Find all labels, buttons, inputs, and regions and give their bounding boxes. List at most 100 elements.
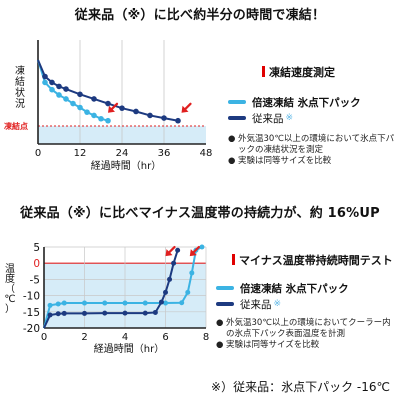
legend-star-mark: ※ bbox=[273, 299, 282, 309]
notes-freezing-speed: ● 外気温30℃以上の環境において氷点下パックの凍結状況を測定 ● 実験は同等サイズ… bbox=[228, 134, 398, 167]
data-point bbox=[47, 312, 53, 318]
data-point bbox=[175, 247, 181, 253]
arrow-head bbox=[108, 105, 115, 113]
data-point bbox=[77, 104, 83, 111]
data-point bbox=[158, 299, 164, 305]
axis-label-char: 結 bbox=[15, 75, 25, 88]
axis-label-char: 度 bbox=[5, 272, 15, 285]
axis-label-char: 状 bbox=[15, 86, 25, 99]
legend-swatch-fast bbox=[228, 100, 246, 104]
data-point bbox=[102, 300, 108, 306]
x-tick-label: 6 bbox=[162, 332, 168, 343]
note-text: 外気温30℃以上の環境において氷点下パックの凍結状況を測定 bbox=[238, 134, 395, 155]
series-conventional bbox=[43, 247, 181, 329]
y-tick-label: 0 bbox=[33, 258, 40, 270]
axis-label-char: 温 bbox=[5, 263, 15, 275]
legend-label-conventional: 従来品 bbox=[252, 112, 284, 125]
x-tick-label: 36 bbox=[158, 148, 171, 159]
x-axis-title: 経過時間（hr） bbox=[94, 342, 164, 355]
x-tick-label: 12 bbox=[74, 148, 87, 159]
data-point bbox=[55, 311, 61, 317]
arrow-head bbox=[165, 249, 173, 257]
data-point bbox=[49, 86, 55, 93]
y-axis-title: 凍結状況 bbox=[15, 64, 25, 110]
x-tick-label: 2 bbox=[81, 332, 87, 343]
note-text: 外気温30℃以上の環境においてクーラー内の氷点下パック表面温度を計測 bbox=[226, 318, 391, 339]
arrow-head bbox=[181, 105, 189, 113]
note-bullet: ● bbox=[216, 340, 224, 350]
note-item: ● 外気温30℃以上の環境において氷点下パックの凍結状況を測定 bbox=[228, 134, 398, 156]
freezing-point-label: 凍結点 bbox=[4, 121, 28, 131]
series-fast bbox=[43, 244, 205, 329]
data-point bbox=[42, 73, 48, 80]
data-point bbox=[105, 117, 111, 124]
legend-label-fast: 倍速凍結 氷点下パック bbox=[240, 282, 349, 295]
data-point bbox=[56, 83, 62, 90]
note-item: ● 実験は同等サイズを比較 bbox=[216, 340, 398, 351]
data-point bbox=[179, 300, 185, 306]
axis-label-char: ） bbox=[5, 303, 15, 315]
data-point bbox=[49, 79, 55, 86]
data-point bbox=[91, 112, 97, 119]
legend-swatch-conventional bbox=[228, 116, 246, 120]
data-point bbox=[102, 310, 108, 316]
x-tick-label: 24 bbox=[116, 148, 129, 159]
arrow-head bbox=[189, 249, 197, 257]
panel-title-text: マイナス温度帯持続時間テスト bbox=[239, 254, 393, 267]
y-axis-title: 温度（℃） bbox=[4, 263, 15, 315]
data-point bbox=[84, 109, 90, 115]
data-point bbox=[171, 260, 177, 266]
legend-duration: 倍速凍結 氷点下パック 従来品 ※ bbox=[216, 280, 349, 312]
panel-title-freezing-speed: 凍結速度測定 bbox=[262, 64, 335, 80]
data-point bbox=[119, 105, 125, 111]
panel-title-duration: マイナス温度帯持続時間テスト bbox=[232, 252, 393, 268]
headline-freezing-speed: 従来品（※）に比べ約半分の時間で凍結！ bbox=[74, 8, 326, 23]
data-point bbox=[70, 100, 76, 107]
data-point bbox=[122, 300, 128, 306]
note-item: ● 外気温30℃以上の環境においてクーラー内の氷点下パック表面温度を計測 bbox=[216, 318, 398, 340]
series-fast bbox=[37, 59, 111, 124]
data-point bbox=[152, 309, 158, 315]
data-point bbox=[142, 310, 148, 316]
data-point bbox=[61, 300, 67, 306]
y-tick-label: 5 bbox=[33, 242, 40, 254]
note-bullet: ● bbox=[228, 156, 236, 166]
data-point bbox=[161, 115, 167, 121]
data-point bbox=[82, 310, 87, 316]
red-arrow bbox=[108, 102, 119, 113]
data-point bbox=[98, 115, 104, 122]
x-tick-label: 48 bbox=[200, 148, 213, 159]
data-point bbox=[82, 300, 87, 306]
legend-swatch-fast bbox=[216, 286, 234, 290]
data-point bbox=[91, 96, 97, 102]
note-bullet: ● bbox=[228, 134, 236, 144]
legend-star-mark: ※ bbox=[285, 113, 294, 123]
x-tick-label: 0 bbox=[35, 148, 41, 159]
data-point bbox=[133, 108, 139, 115]
y-tick-label: -15 bbox=[23, 307, 40, 319]
legend-swatch-conventional bbox=[216, 302, 234, 306]
data-point bbox=[55, 301, 61, 307]
axis-label-char: ℃ bbox=[4, 294, 15, 305]
x-tick-label: 4 bbox=[122, 332, 128, 343]
footnote: ※）従来品：氷点下パック -16℃ bbox=[211, 380, 390, 394]
data-point bbox=[189, 270, 195, 276]
data-point bbox=[61, 310, 67, 316]
panel-title-text: 凍結速度測定 bbox=[269, 66, 335, 79]
data-point bbox=[163, 289, 168, 295]
x-axis-title: 経過時間（hr） bbox=[91, 159, 161, 172]
legend-freezing-speed: 倍速凍結 氷点下パック 従来品 ※ bbox=[228, 94, 361, 126]
y-tick-label: -20 bbox=[23, 323, 40, 335]
axis-label-char: 況 bbox=[15, 98, 25, 110]
y-tick-label: -5 bbox=[30, 274, 40, 286]
note-bullet: ● bbox=[216, 318, 224, 328]
red-arrow bbox=[181, 102, 192, 113]
legend-item-conventional: 従来品 ※ bbox=[216, 296, 349, 312]
x-tick-label: 0 bbox=[41, 332, 47, 343]
headline-duration: 従来品（※）に比べマイナス温度帯の持続力が、約 16%UP bbox=[20, 206, 380, 221]
y-tick-label: -10 bbox=[23, 291, 40, 303]
legend-item-fast: 倍速凍結 氷点下パック bbox=[216, 280, 349, 296]
axis-label-char: （ bbox=[5, 283, 15, 295]
legend-item-conventional: 従来品 ※ bbox=[228, 110, 361, 126]
